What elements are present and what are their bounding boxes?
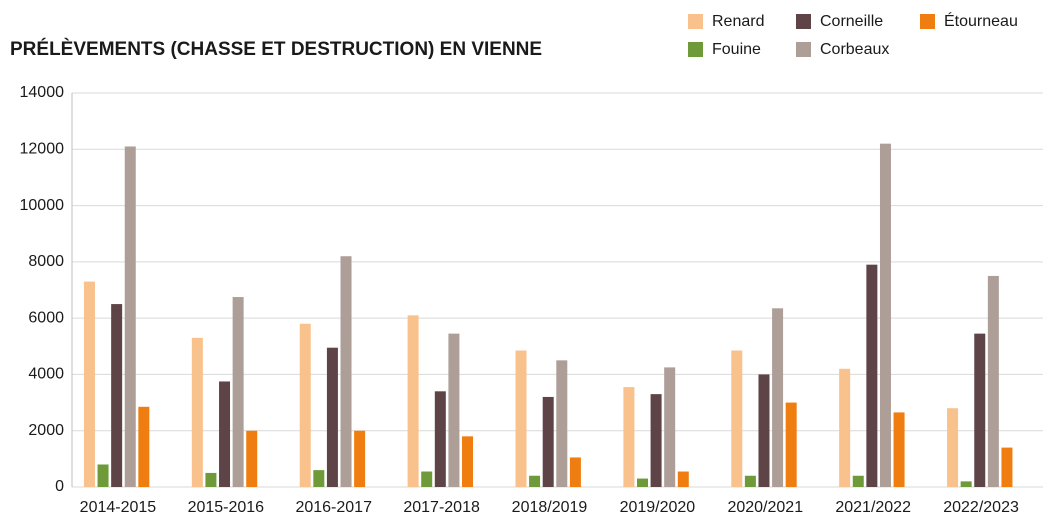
bar xyxy=(529,475,541,487)
y-tick-label: 10000 xyxy=(20,197,65,214)
bar xyxy=(785,402,797,487)
bar xyxy=(448,333,460,487)
x-tick-label: 2018/2019 xyxy=(512,499,588,515)
legend-swatch xyxy=(688,14,703,29)
bar xyxy=(744,475,756,487)
x-tick-label: 2022/2023 xyxy=(943,499,1019,515)
bar xyxy=(636,478,648,487)
legend-label: Étourneau xyxy=(944,11,1018,30)
bar xyxy=(974,333,986,487)
bar xyxy=(354,430,366,487)
bar xyxy=(246,430,258,487)
bar xyxy=(111,304,123,487)
bar xyxy=(313,470,325,487)
y-tick-label: 4000 xyxy=(28,366,64,383)
bar xyxy=(421,471,433,487)
y-tick-label: 14000 xyxy=(20,84,65,101)
bar xyxy=(83,281,95,487)
y-tick-label: 8000 xyxy=(28,253,64,270)
bar xyxy=(219,381,231,487)
x-tick-label: 2021/2022 xyxy=(835,499,911,515)
bar xyxy=(987,275,999,487)
bar xyxy=(947,408,959,487)
bar xyxy=(340,256,352,487)
legend-label: Corbeaux xyxy=(820,41,889,58)
x-tick-label: 2016-2017 xyxy=(295,499,372,515)
bar xyxy=(1001,447,1013,487)
bar xyxy=(960,481,972,487)
legend-swatch xyxy=(796,14,811,29)
legend-swatch xyxy=(920,14,935,29)
bar xyxy=(893,412,905,487)
bar xyxy=(542,396,554,487)
y-tick-label: 6000 xyxy=(28,309,64,326)
x-tick-label: 2017-2018 xyxy=(403,499,480,515)
x-tick-label: 2020/2021 xyxy=(727,499,803,515)
bar xyxy=(852,475,864,487)
legend-label: Corneille xyxy=(820,13,883,30)
y-tick-label: 12000 xyxy=(20,141,65,158)
legend-swatch xyxy=(688,42,703,57)
bar xyxy=(138,406,150,487)
bar xyxy=(772,308,784,487)
bar xyxy=(879,143,891,487)
bar xyxy=(97,464,109,487)
y-tick-label: 2000 xyxy=(28,422,64,439)
bar xyxy=(623,387,635,487)
x-tick-label: 2015-2016 xyxy=(188,499,265,515)
bar xyxy=(731,350,743,487)
bar xyxy=(758,374,770,487)
bar xyxy=(556,360,568,487)
bar xyxy=(407,315,419,487)
bar xyxy=(839,368,851,487)
legend-swatch xyxy=(796,42,811,57)
y-tick-label: 0 xyxy=(55,478,64,495)
bar xyxy=(326,347,338,487)
bar xyxy=(677,471,689,487)
bar xyxy=(191,337,203,487)
bar xyxy=(205,472,217,487)
bar xyxy=(866,264,878,487)
bar xyxy=(124,146,136,487)
legend-label: Fouine xyxy=(712,41,761,58)
x-tick-label: 2014-2015 xyxy=(80,499,157,515)
bar xyxy=(650,394,662,487)
bar xyxy=(462,436,474,487)
bar xyxy=(232,297,244,487)
x-tick-label: 2019/2020 xyxy=(620,499,696,515)
bar xyxy=(434,391,446,487)
bar xyxy=(664,367,676,487)
bar xyxy=(569,457,581,487)
chart-title: PRÉLÈVEMENTS (CHASSE ET DESTRUCTION) EN … xyxy=(10,38,542,60)
bar xyxy=(515,350,527,487)
bar xyxy=(299,323,311,487)
legend-label: Renard xyxy=(712,13,764,30)
